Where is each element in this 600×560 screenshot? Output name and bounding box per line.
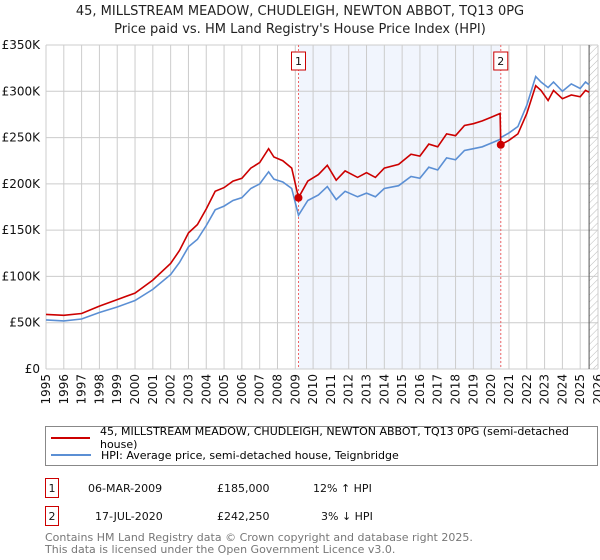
x-tick-label: 2019 (466, 374, 480, 405)
forecast-hatch (589, 45, 598, 369)
property-price-line (45, 84, 590, 317)
legend-item-hpi: HPI: Average price, semi-detached house,… (51, 447, 399, 463)
sale-box (290, 51, 306, 71)
footer: Contains HM Land Registry data © Crown c… (45, 532, 473, 556)
sale-box-label: 2 (497, 55, 504, 68)
chart-title: 45, MILLSTREAM MEADOW, CHUDLEIGH, NEWTON… (75, 4, 525, 19)
x-tick-label: 2003 (181, 374, 195, 405)
x-tick-label: 2014 (377, 374, 391, 405)
x-tick-label: 1998 (92, 374, 106, 405)
x-tick-label: 2025 (573, 374, 587, 405)
sale-hpi-diff: 12% ↑ HPI (313, 482, 372, 495)
x-tick-label: 2010 (306, 374, 320, 405)
y-tick-label: £250K (2, 131, 42, 145)
y-tick-label: £150K (2, 223, 42, 237)
x-tick-label: 1995 (39, 374, 53, 405)
x-tick-label: 2017 (431, 374, 445, 405)
x-tick-label: 2022 (520, 374, 534, 405)
price-chart: 1995 1996 1997 1998 1999 2000 2001 2002 2003 2004… (2, 38, 600, 405)
x-tick-label: 2021 (502, 374, 516, 405)
x-tick-label: 2011 (324, 374, 338, 405)
sale-box-label: 1 (295, 55, 302, 68)
legend-label: HPI: Average price, semi-detached house,… (101, 448, 399, 462)
x-tick-label: 2004 (199, 374, 213, 405)
y-tick-label: £50K (9, 316, 41, 330)
y-tick-label: £200K (2, 177, 42, 191)
sale-point (496, 140, 505, 149)
x-tick-label: 2020 (484, 374, 498, 405)
chart-subtitle: Price paid vs. HM Land Registry's House … (114, 22, 486, 37)
x-tick-label: 2018 (449, 374, 463, 405)
sale-box (493, 51, 509, 71)
sale-marker-label: 2 (45, 506, 59, 526)
x-tick-label: 2023 (538, 374, 552, 405)
sale-date: 06-MAR-2009 (88, 482, 163, 495)
x-tick-label: 2001 (146, 374, 160, 405)
x-tick-label: 2026 (591, 374, 600, 405)
sale-marker-label: 1 (45, 478, 59, 498)
y-tick-label: £100K (2, 269, 42, 283)
footer-line-1: Contains HM Land Registry data © Crown c… (45, 531, 473, 544)
x-tick-label: 2000 (128, 374, 142, 405)
x-tick-label: 1997 (75, 374, 89, 405)
x-tick-label: 1999 (110, 374, 124, 405)
legend-swatch-blue (51, 454, 91, 456)
x-tick-label: 2013 (360, 374, 374, 405)
x-tick-label: 2015 (395, 374, 409, 405)
y-tick-label: £300K (2, 84, 42, 98)
sale-price: £242,250 (217, 510, 270, 523)
sale-point (294, 193, 303, 202)
x-tick-label: 2009 (288, 374, 302, 405)
x-tick-label: 2008 (270, 374, 284, 405)
sale-date: 17-JUL-2020 (95, 510, 163, 523)
x-tick-label: 2016 (413, 374, 427, 405)
legend-label: 45, MILLSTREAM MEADOW, CHUDLEIGH, NEWTON… (99, 425, 569, 451)
legend: 45, MILLSTREAM MEADOW, CHUDLEIGH, NEWTON… (45, 425, 598, 466)
x-tick-label: 2006 (235, 374, 249, 405)
x-tick-label: 2007 (253, 374, 267, 405)
y-tick-label: £350K (2, 38, 42, 52)
footer-line-2: This data is licensed under the Open Gov… (45, 543, 396, 556)
x-tick-label: 2024 (555, 374, 569, 405)
x-tick-label: 1996 (57, 374, 71, 405)
legend-swatch-red (51, 437, 90, 439)
y-tick-label: £0 (25, 362, 40, 376)
legend-item-property: 45, MILLSTREAM MEADOW, CHUDLEIGH, NEWTON… (51, 425, 597, 451)
sale-hpi-diff: 3% ↓ HPI (321, 510, 373, 523)
x-tick-label: 2005 (217, 374, 231, 405)
x-tick-label: 2012 (342, 374, 356, 405)
ownership-period-shade (298, 45, 501, 369)
hpi-line (45, 74, 590, 322)
sale-price: £185,000 (217, 482, 270, 495)
x-tick-label: 2002 (164, 374, 178, 405)
